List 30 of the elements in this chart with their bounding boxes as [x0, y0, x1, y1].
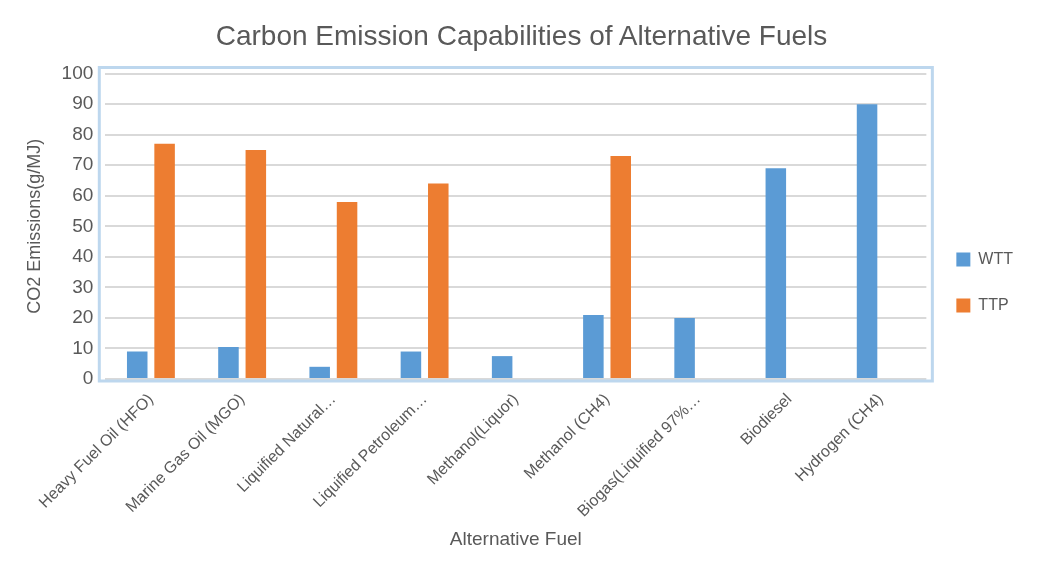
bar — [428, 183, 449, 379]
y-tick-label: 10 — [72, 336, 94, 358]
legend-label: WTT — [978, 249, 1014, 267]
y-tick-label: 40 — [72, 245, 94, 267]
y-tick-label: 60 — [72, 184, 94, 205]
bar — [400, 351, 422, 379]
y-tick-label: 100 — [61, 61, 94, 83]
bar — [309, 366, 330, 379]
y-axis-title: CO2 Emissions(g/MJ) — [23, 138, 44, 314]
bar — [154, 143, 175, 379]
bar — [610, 156, 631, 379]
bar — [583, 314, 604, 379]
bar — [674, 317, 695, 379]
y-tick-label: 0 — [82, 367, 94, 389]
y-tick-label: 20 — [72, 306, 94, 328]
legend-label: TTP — [978, 295, 1009, 313]
y-tick-label: 80 — [72, 122, 94, 144]
y-tick-label: 70 — [72, 153, 94, 175]
x-axis-title: Alternative Fuel — [449, 527, 582, 549]
bar — [218, 346, 239, 379]
chart-title: Carbon Emission Capabilities of Alternative Fuels — [215, 19, 828, 51]
y-tick-label: 50 — [72, 214, 94, 236]
bar — [126, 351, 148, 379]
bar — [856, 104, 878, 379]
y-tick-label: 30 — [72, 275, 94, 297]
bar — [491, 356, 513, 379]
bar — [245, 149, 267, 379]
y-tick-label: 90 — [72, 92, 94, 114]
bar — [765, 168, 787, 379]
bar — [336, 201, 358, 379]
